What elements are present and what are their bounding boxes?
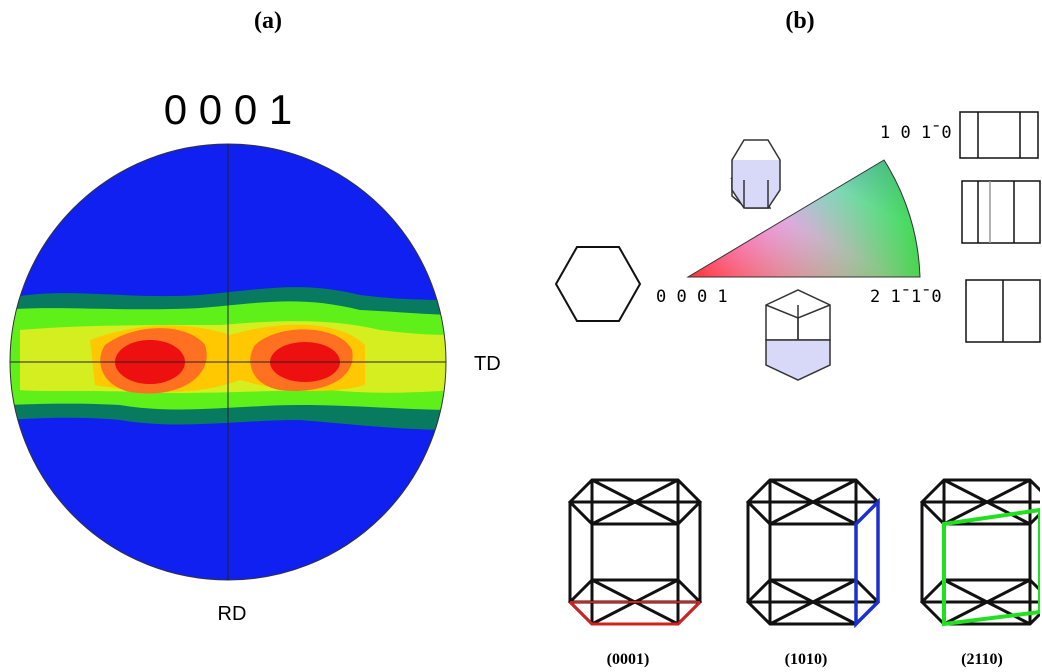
pole-title: 0 0 0 1 (164, 86, 292, 133)
hex-prism (922, 480, 1042, 624)
ipf-triangle (688, 160, 920, 277)
prism-side-icon (960, 112, 1040, 342)
ipf-label: 1 0 1̄ 0 (880, 123, 952, 143)
prism-icon (732, 140, 780, 208)
ipf-label: 0 0 0 1 (656, 287, 728, 307)
hex-prism (748, 480, 878, 624)
td-label: TD (474, 353, 501, 375)
plane-label: (0001) (607, 651, 650, 668)
panel-label: (b) (785, 8, 814, 34)
prism-icon (766, 290, 830, 380)
plane-highlight (944, 510, 1040, 624)
ipf-label: 2 1̄ 1̄ 0 (870, 287, 942, 307)
hexagon-icon (556, 247, 640, 321)
plane-highlight (856, 502, 878, 624)
panel-label: (a) (254, 8, 282, 34)
figure: (a) 0 0 0 1 TD RD (b) 1 0 1̄ 0 0 0 0 1 2… (0, 0, 1042, 672)
plane-highlight (570, 602, 700, 624)
plane-label: (2110) (961, 651, 1003, 668)
rd-label: RD (218, 603, 247, 625)
plane-label: (1010) (785, 651, 828, 668)
